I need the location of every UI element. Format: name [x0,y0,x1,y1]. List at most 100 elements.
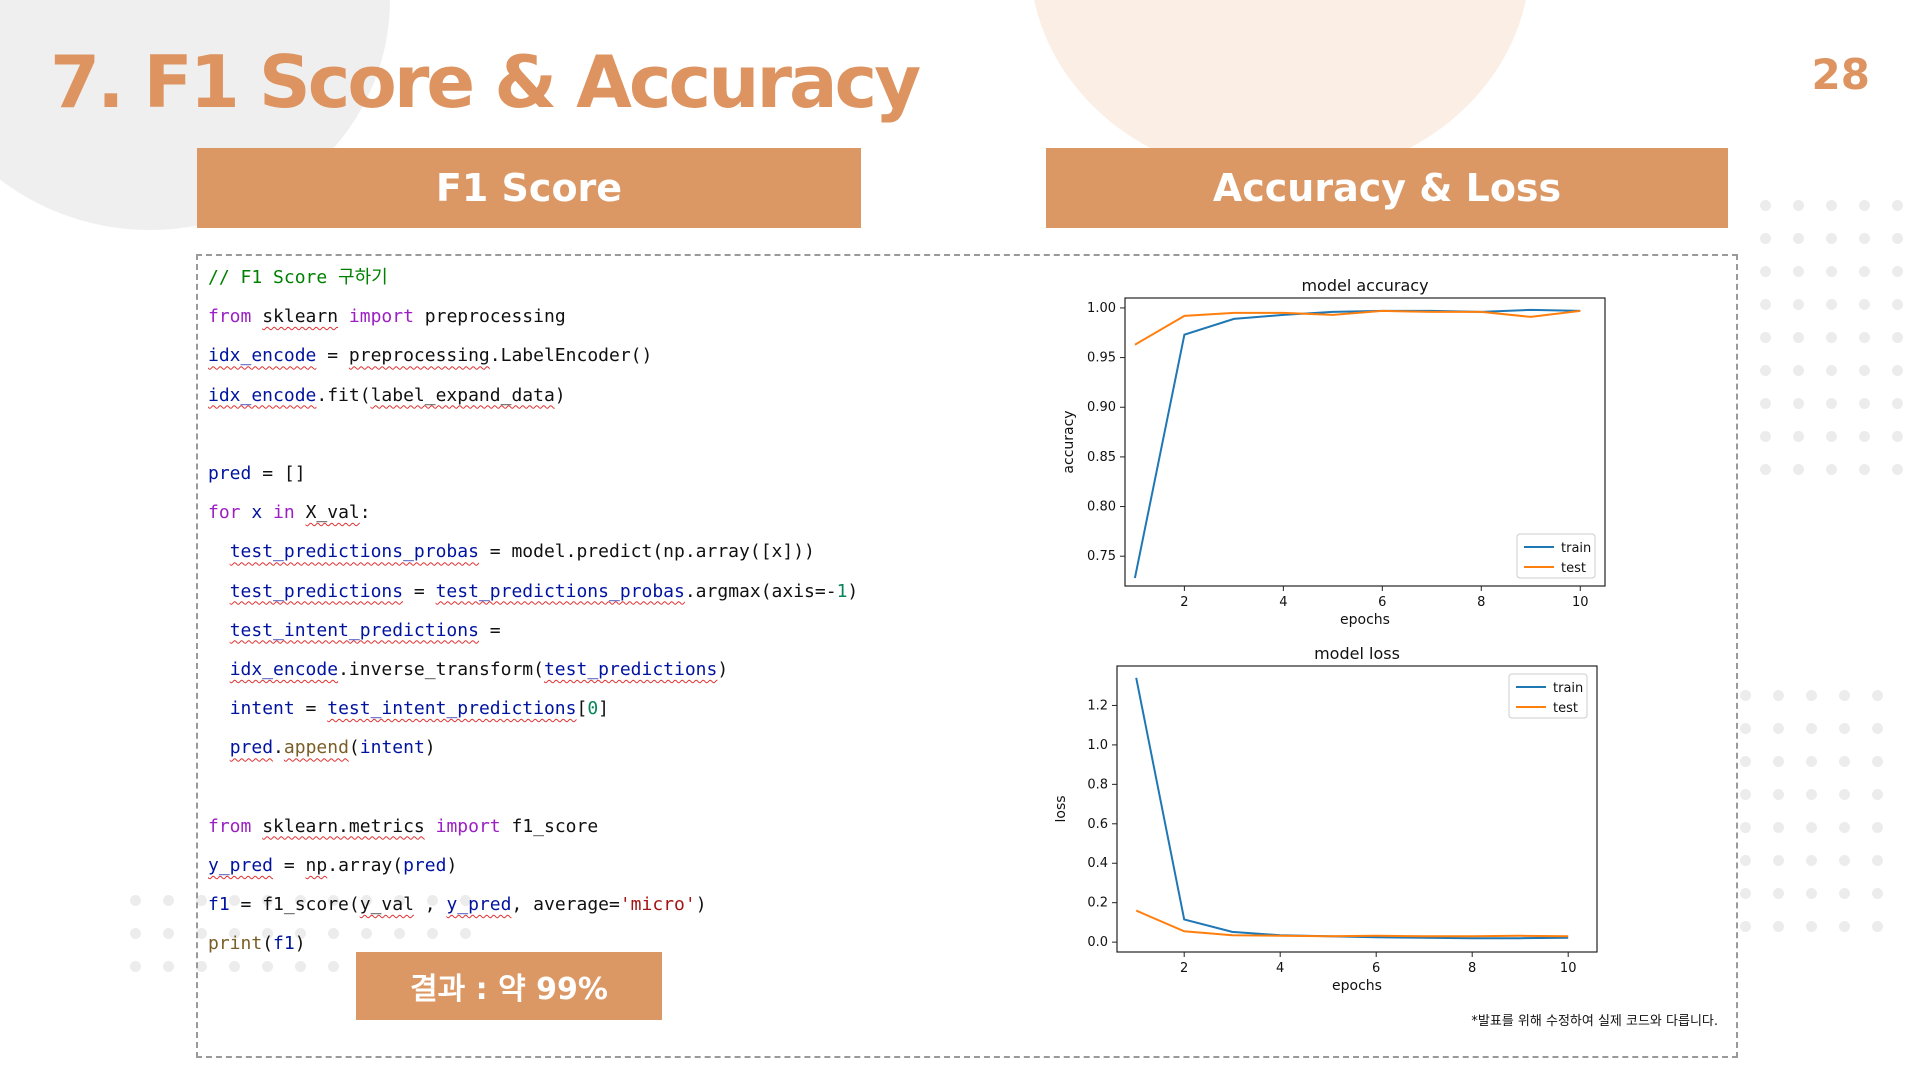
decorative-dot [1872,888,1883,899]
decorative-dot [1740,921,1751,932]
decorative-dot [1806,789,1817,800]
code-token: = f1_score( [229,894,360,915]
decorative-dot [394,928,405,939]
x-tick-label: 2 [1180,961,1188,976]
decorative-dot [163,895,174,906]
legend-label: test [1561,561,1586,576]
code-token: idx_encode [229,658,339,680]
code-token: pred [208,462,252,484]
decorative-dot [1806,690,1817,701]
code-token: [ [576,698,588,720]
decorative-dot [1892,398,1903,409]
chart-title: model accuracy [1301,276,1428,295]
y-tick-label: 0.8 [1087,777,1108,792]
code-line: for x in X_val: [208,493,858,532]
code-token: .argmax(axis=- [684,580,837,602]
decorative-dot [1839,690,1850,701]
decorative-dot [130,961,141,972]
x-tick-label: 4 [1279,595,1287,610]
decorative-dot [1859,299,1870,310]
decorative-dot [163,928,174,939]
code-token: preprocessing [413,306,566,328]
code-token [425,816,436,837]
decorative-dot [229,928,240,939]
decorative-dot [1826,299,1837,310]
decorative-dot [1826,266,1837,277]
decorative-dot [196,928,207,939]
decorative-dot [1859,332,1870,343]
decorative-dot [1773,921,1784,932]
decorative-dot [1773,888,1784,899]
code-token: ) [294,933,306,955]
code-token [208,737,230,758]
decorative-dot [1892,365,1903,376]
series-line-test [1135,909,1569,938]
x-tick-label: 8 [1477,595,1485,610]
series-line-train [1133,308,1581,579]
decorative-dot [229,961,240,972]
decorative-dot [1826,464,1837,475]
decorative-dot [328,961,339,972]
x-axis-label: epochs [1332,978,1382,994]
code-token [241,502,252,523]
decorative-dot [1740,888,1751,899]
slide-title: 7. F1 Score & Accuracy [50,40,921,124]
code-token: // F1 Score 구하기 [208,267,388,288]
code-line: pred = [] [208,454,858,493]
decorative-dot [1872,690,1883,701]
x-tick-label: 10 [1560,961,1577,976]
code-token: . [273,737,284,759]
y-tick-label: 1.0 [1087,738,1108,753]
code-token: ) [717,658,729,680]
decorative-dot [295,928,306,939]
code-line: idx_encode.inverse_transform(test_predic… [208,650,858,689]
decorative-dot [361,895,372,906]
code-token [208,581,230,602]
code-token: .LabelEncoder() [489,345,653,367]
x-tick-label: 4 [1276,961,1284,976]
code-token: y_pred [446,894,512,915]
decorative-dot [1793,431,1804,442]
result-badge: 결과 : 약 99% [356,952,662,1020]
decorative-dot [1892,266,1903,277]
decorative-dot [196,895,207,906]
decorative-dot [1806,822,1817,833]
decorative-dot [1773,690,1784,701]
code-token: test_predictions_probas [435,580,685,602]
decorative-dot [427,928,438,939]
code-line: // F1 Score 구하기 [208,258,858,297]
decorative-dot [1826,398,1837,409]
decorative-dot [1760,365,1771,376]
code-token: test_predictions [229,580,404,602]
decorative-dot [1793,398,1804,409]
code-line: f1 = f1_score(y_val , y_pred, average='m… [208,885,858,924]
code-token: ( [262,933,274,955]
code-token: sklearn.metrics [262,815,425,837]
x-tick-label: 2 [1180,595,1188,610]
decorative-dot [1872,789,1883,800]
code-token: in [273,502,295,524]
legend-label: train [1553,681,1583,696]
decorative-dot [1793,299,1804,310]
f1-score-header: F1 Score [197,148,861,228]
decorative-dot [460,928,471,939]
code-token: from [208,815,252,837]
decorative-dot [1859,365,1870,376]
code-token: f1_score [500,815,599,837]
page-number: 28 [1811,50,1870,99]
code-token: intent [229,698,295,720]
code-token [251,306,262,327]
code-token: intent [359,737,425,759]
x-axis-label: epochs [1340,612,1390,628]
code-token: .array( [327,854,404,876]
code-line: test_predictions = test_predictions_prob… [208,572,859,611]
decorative-dot [295,961,306,972]
code-token [251,816,262,837]
code-line: test_intent_predictions = [208,611,858,650]
decorative-dot [262,961,273,972]
code-token: = [316,345,349,367]
y-tick-label: 0.85 [1087,450,1116,465]
y-tick-label: 0.4 [1087,856,1108,871]
decorative-dot [1892,431,1903,442]
decorative-dot [1760,200,1771,211]
